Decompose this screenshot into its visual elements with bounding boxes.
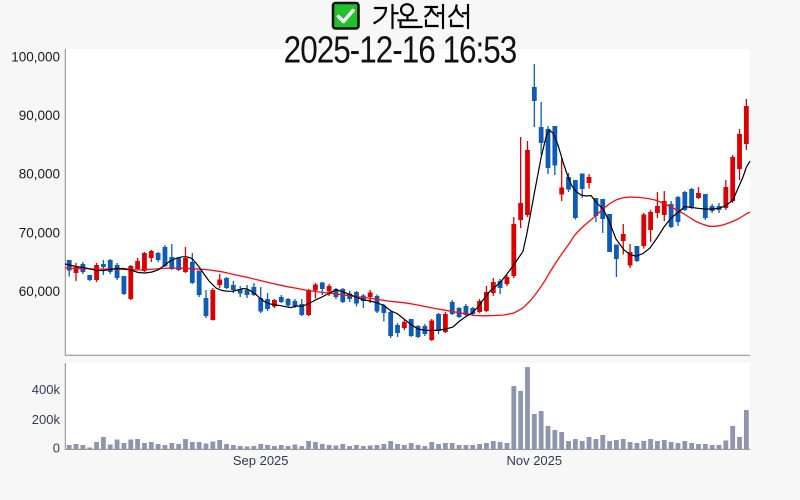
svg-text:0: 0 bbox=[53, 441, 60, 456]
svg-text:400k: 400k bbox=[32, 382, 61, 397]
svg-text:Nov 2025: Nov 2025 bbox=[506, 453, 562, 468]
svg-text:100,000: 100,000 bbox=[11, 49, 60, 64]
svg-text:Sep 2025: Sep 2025 bbox=[233, 453, 289, 468]
svg-text:60,000: 60,000 bbox=[19, 284, 60, 299]
svg-text:90,000: 90,000 bbox=[19, 108, 60, 123]
svg-text:200k: 200k bbox=[32, 412, 61, 427]
svg-text:70,000: 70,000 bbox=[19, 225, 60, 240]
svg-text:80,000: 80,000 bbox=[19, 167, 60, 182]
svg-text:2025-12-16 16:53: 2025-12-16 16:53 bbox=[284, 29, 517, 72]
